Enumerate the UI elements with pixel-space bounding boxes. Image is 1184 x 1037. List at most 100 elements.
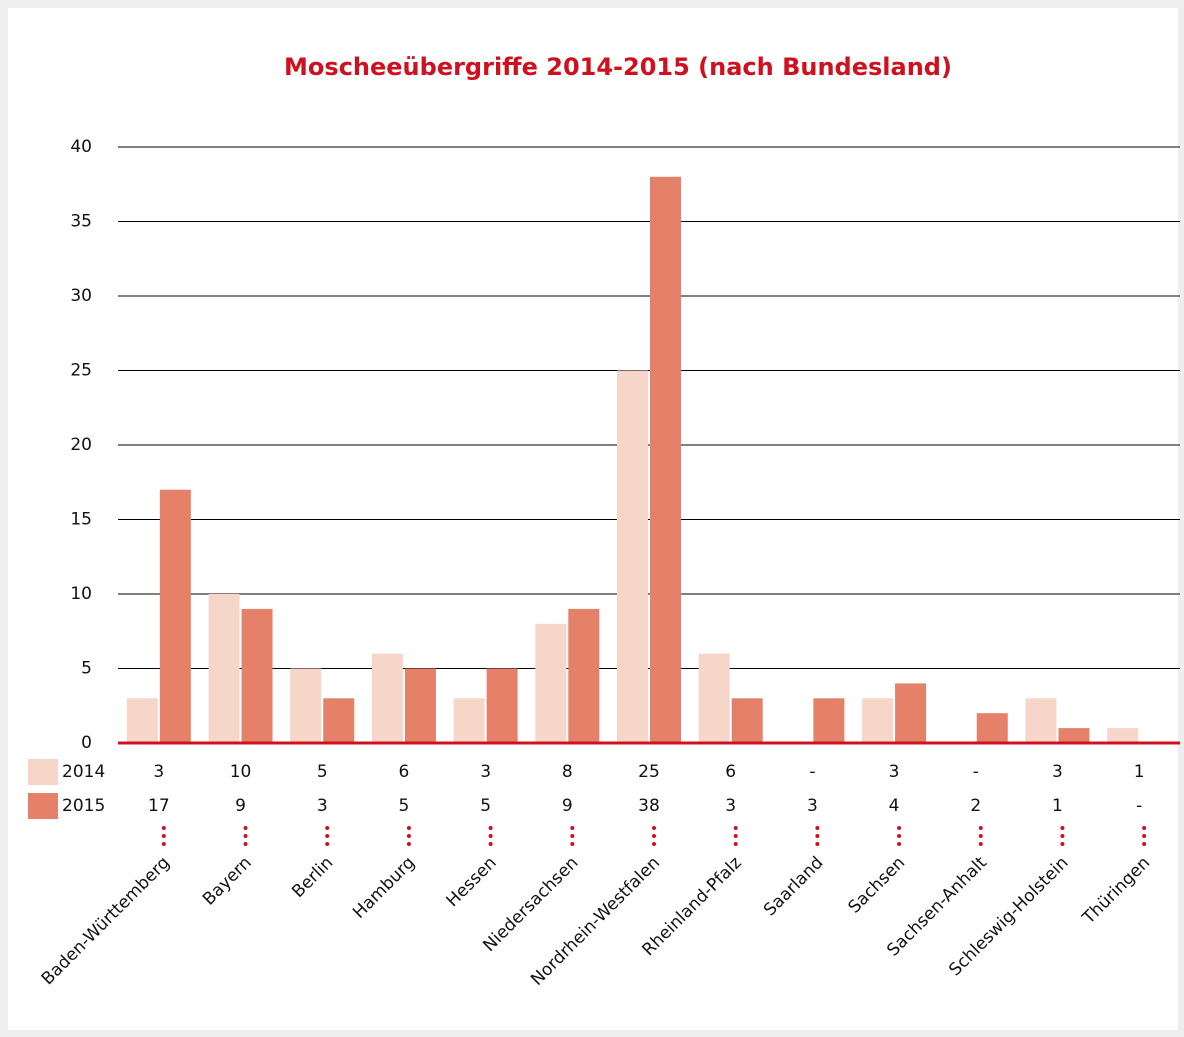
dot-separator [243,834,248,838]
bar [535,623,567,743]
dot-separator [652,834,656,838]
value-label: 5 [317,762,328,782]
dot-separator [652,826,656,830]
dot-separator [733,842,738,846]
dot-separator [733,826,738,830]
value-label: 3 [1052,762,1063,782]
dot-separator [1142,842,1147,846]
dot-separator [161,842,166,846]
value-label: 8 [562,762,573,782]
value-label: 3 [153,762,164,782]
value-label: 3 [725,796,736,816]
dot-separator [406,834,411,838]
dot-separator [652,842,656,846]
value-label: 9 [235,796,246,816]
value-label: 9 [562,796,573,816]
bar [698,653,730,743]
bar [617,370,648,743]
value-label: - [809,762,815,782]
bar [976,713,1008,743]
bar [1025,698,1057,743]
dot-separator [406,826,411,830]
bar [486,668,518,743]
dot-separator [815,826,820,830]
value-label: 6 [725,762,736,782]
value-label: 25 [638,762,660,782]
bar [862,698,894,743]
value-label: 2 [970,796,981,816]
legend-label: 2014 [62,762,105,782]
dot-separator [406,842,411,846]
dot-separator [897,834,902,838]
dot-separator [815,842,820,846]
dot-separator [325,834,330,838]
bar [813,698,845,743]
value-label: 4 [889,796,900,816]
dot-separator [570,826,575,830]
bar [650,176,681,744]
dot-separator [161,826,166,830]
value-label: 3 [889,762,900,782]
value-label: 3 [480,762,491,782]
bar [731,698,763,743]
value-label: 3 [807,796,818,816]
dot-separator [733,834,738,838]
dot-separator [978,842,983,846]
dot-separator [488,826,493,830]
y-tick-label: 20 [70,435,92,455]
value-label: 1 [1134,762,1145,782]
dot-separator [161,834,166,838]
value-label: 1 [1052,796,1063,816]
dot-separator [897,826,902,830]
bar [1107,728,1139,743]
dot-separator [325,842,330,846]
bar [1058,728,1090,743]
value-label: 10 [230,762,252,782]
value-label: 5 [480,796,491,816]
dot-separator [815,834,820,838]
y-tick-label: 10 [70,584,92,604]
bar [208,594,240,743]
value-label: - [973,762,979,782]
y-tick-label: 40 [70,137,92,157]
y-tick-label: 35 [70,212,92,232]
bar [126,698,158,743]
legend-swatch [28,793,58,819]
dot-separator [243,826,248,830]
y-tick-label: 0 [81,733,92,753]
dot-separator [243,842,248,846]
bar [895,683,927,743]
chart-title: Moscheeübergriffe 2014-2015 (nach Bundes… [284,53,952,81]
bar [159,489,191,743]
bar [404,668,436,743]
value-label: 38 [638,796,660,816]
dot-separator [570,834,575,838]
y-tick-label: 15 [70,510,92,530]
value-label: 3 [317,796,328,816]
bar [453,698,485,743]
y-tick-label: 5 [81,659,92,679]
dot-separator [1142,826,1147,830]
value-label: 17 [148,796,170,816]
dot-separator [1142,834,1147,838]
dot-separator [1060,842,1065,846]
bar [290,668,322,743]
dot-separator [570,842,575,846]
dot-separator [1060,826,1065,830]
bar [568,608,600,743]
legend-swatch [28,759,58,785]
y-tick-label: 25 [70,361,92,381]
bar [371,653,403,743]
value-label: 6 [399,762,410,782]
value-label: 5 [399,796,410,816]
dot-separator [1060,834,1065,838]
dot-separator [488,834,493,838]
dot-separator [897,842,902,846]
legend-label: 2015 [62,796,105,816]
dot-separator [325,826,330,830]
bar [323,698,355,743]
value-label: - [1136,796,1142,816]
bar [241,608,273,743]
y-tick-label: 30 [70,286,92,306]
